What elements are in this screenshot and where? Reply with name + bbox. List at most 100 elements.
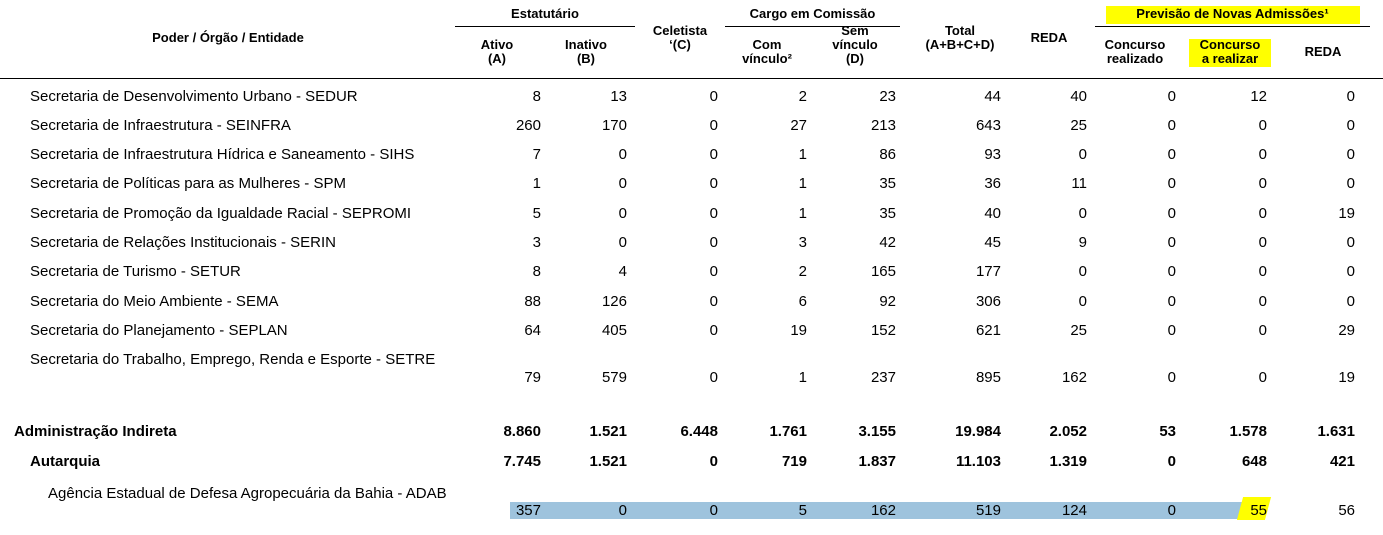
cell-value: 3 bbox=[798, 234, 807, 251]
cell-value: 53 bbox=[1159, 423, 1176, 440]
cell-value: 0 bbox=[1078, 263, 1087, 280]
cell-value: 19 bbox=[1338, 369, 1355, 386]
cell-value: 357 bbox=[515, 502, 541, 519]
cell-value: 0 bbox=[1167, 234, 1176, 251]
cell-value: 719 bbox=[781, 453, 807, 470]
cell-value: 0 bbox=[1167, 369, 1176, 386]
column-header: Inativo (B) bbox=[565, 37, 607, 66]
cell-value: 0 bbox=[709, 117, 718, 134]
cell-value: 0 bbox=[1167, 146, 1176, 163]
cell-value: 35 bbox=[879, 205, 896, 222]
highlight bbox=[1189, 39, 1271, 67]
cell-value: 0 bbox=[1167, 88, 1176, 105]
rule bbox=[0, 78, 1383, 79]
cell-value: 421 bbox=[1329, 453, 1355, 470]
cell-value: 124 bbox=[1061, 502, 1087, 519]
cell-value: 0 bbox=[1346, 263, 1355, 280]
cell-value: 6.448 bbox=[680, 423, 718, 440]
cell-value: 36 bbox=[984, 175, 1001, 192]
cell-value: 44 bbox=[984, 88, 1001, 105]
cell-value: 93 bbox=[984, 146, 1001, 163]
cell-value: 5 bbox=[532, 205, 541, 222]
column-header: REDA bbox=[1304, 44, 1342, 59]
cell-value: 0 bbox=[1346, 117, 1355, 134]
cell-value: 0 bbox=[1167, 322, 1176, 339]
cell-value: 152 bbox=[870, 322, 896, 339]
cell-value: 11 bbox=[1071, 175, 1087, 192]
cell-value: 7.745 bbox=[503, 453, 541, 470]
cell-value: 23 bbox=[879, 88, 896, 105]
cell-value: 1 bbox=[798, 146, 807, 163]
cell-value: 0 bbox=[709, 146, 718, 163]
cell-value: 86 bbox=[879, 146, 896, 163]
cell-value: 40 bbox=[1070, 88, 1087, 105]
cell-value: 0 bbox=[1078, 205, 1087, 222]
cell-value: 5 bbox=[798, 502, 807, 519]
cell-value: 1 bbox=[798, 175, 807, 192]
cell-value: 0 bbox=[618, 175, 627, 192]
cell-value: 0 bbox=[618, 205, 627, 222]
row-label: Secretaria de Infraestrutura Hídrica e S… bbox=[30, 146, 415, 163]
cell-value: 19 bbox=[790, 322, 807, 339]
cell-value: 306 bbox=[975, 293, 1001, 310]
cell-value: 0 bbox=[709, 88, 718, 105]
cell-value: 8.860 bbox=[503, 423, 541, 440]
row-label: Secretaria de Promoção da Igualdade Raci… bbox=[30, 205, 412, 222]
cell-value: 12 bbox=[1250, 88, 1267, 105]
header: Poder / Órgão / Entidade bbox=[152, 30, 304, 45]
cell-value: 29 bbox=[1338, 322, 1355, 339]
cell-value: 0 bbox=[1167, 502, 1176, 519]
cell-value: 0 bbox=[709, 263, 718, 280]
cell-value: 55 bbox=[1250, 502, 1267, 519]
cell-value: 643 bbox=[975, 117, 1001, 134]
column-header: Com vínculo² bbox=[742, 37, 792, 66]
cell-value: 162 bbox=[1061, 369, 1087, 386]
row-label: Secretaria de Infraestrutura - SEINFRA bbox=[30, 117, 291, 134]
cell-value: 0 bbox=[709, 293, 718, 310]
column-header: Sem vínculo (D) bbox=[832, 23, 878, 66]
cell-value: 0 bbox=[709, 502, 718, 519]
cell-value: 8 bbox=[532, 88, 541, 105]
group-header: Estatutário bbox=[511, 6, 579, 21]
cell-value: 6 bbox=[798, 293, 807, 310]
cell-value: 64 bbox=[524, 322, 541, 339]
cell-value: 4 bbox=[618, 263, 627, 280]
cell-value: 0 bbox=[1167, 205, 1176, 222]
cell-value: 88 bbox=[524, 293, 541, 310]
cell-value: 0 bbox=[709, 322, 718, 339]
cell-value: 27 bbox=[790, 117, 807, 134]
row-label: Secretaria do Trabalho, Emprego, Renda e… bbox=[30, 351, 436, 368]
cell-value: 0 bbox=[1258, 234, 1267, 251]
cell-value: 0 bbox=[618, 234, 627, 251]
cell-value: 0 bbox=[709, 453, 718, 470]
cell-value: 0 bbox=[1167, 117, 1176, 134]
cell-value: 25 bbox=[1070, 117, 1087, 134]
row-label: Secretaria do Meio Ambiente - SEMA bbox=[30, 293, 279, 310]
cell-value: 0 bbox=[1167, 175, 1176, 192]
cell-value: 7 bbox=[532, 146, 541, 163]
cell-value: 0 bbox=[1167, 453, 1176, 470]
cell-value: 0 bbox=[1346, 88, 1355, 105]
cell-value: 2 bbox=[798, 263, 807, 280]
cell-value: 42 bbox=[879, 234, 896, 251]
cell-value: 0 bbox=[1258, 205, 1267, 222]
cell-value: 0 bbox=[1167, 263, 1176, 280]
rule bbox=[725, 26, 900, 27]
cell-value: 0 bbox=[1346, 234, 1355, 251]
cell-value: 1 bbox=[798, 369, 807, 386]
cell-value: 1.761 bbox=[769, 423, 807, 440]
row-label: Secretaria de Desenvolvimento Urbano - S… bbox=[30, 88, 358, 105]
cell-value: 648 bbox=[1241, 453, 1267, 470]
cell-value: 0 bbox=[618, 146, 627, 163]
cell-value: 1.578 bbox=[1229, 423, 1267, 440]
cell-value: 1.837 bbox=[858, 453, 896, 470]
cell-value: 213 bbox=[870, 117, 896, 134]
row-label: Secretaria de Relações Institucionais - … bbox=[30, 234, 336, 251]
cell-value: 0 bbox=[1258, 322, 1267, 339]
column-header: Concurso realizado bbox=[1104, 37, 1166, 66]
cell-value: 165 bbox=[870, 263, 896, 280]
cell-value: 35 bbox=[879, 175, 896, 192]
cell-value: 0 bbox=[1258, 117, 1267, 134]
cell-value: 25 bbox=[1070, 322, 1087, 339]
